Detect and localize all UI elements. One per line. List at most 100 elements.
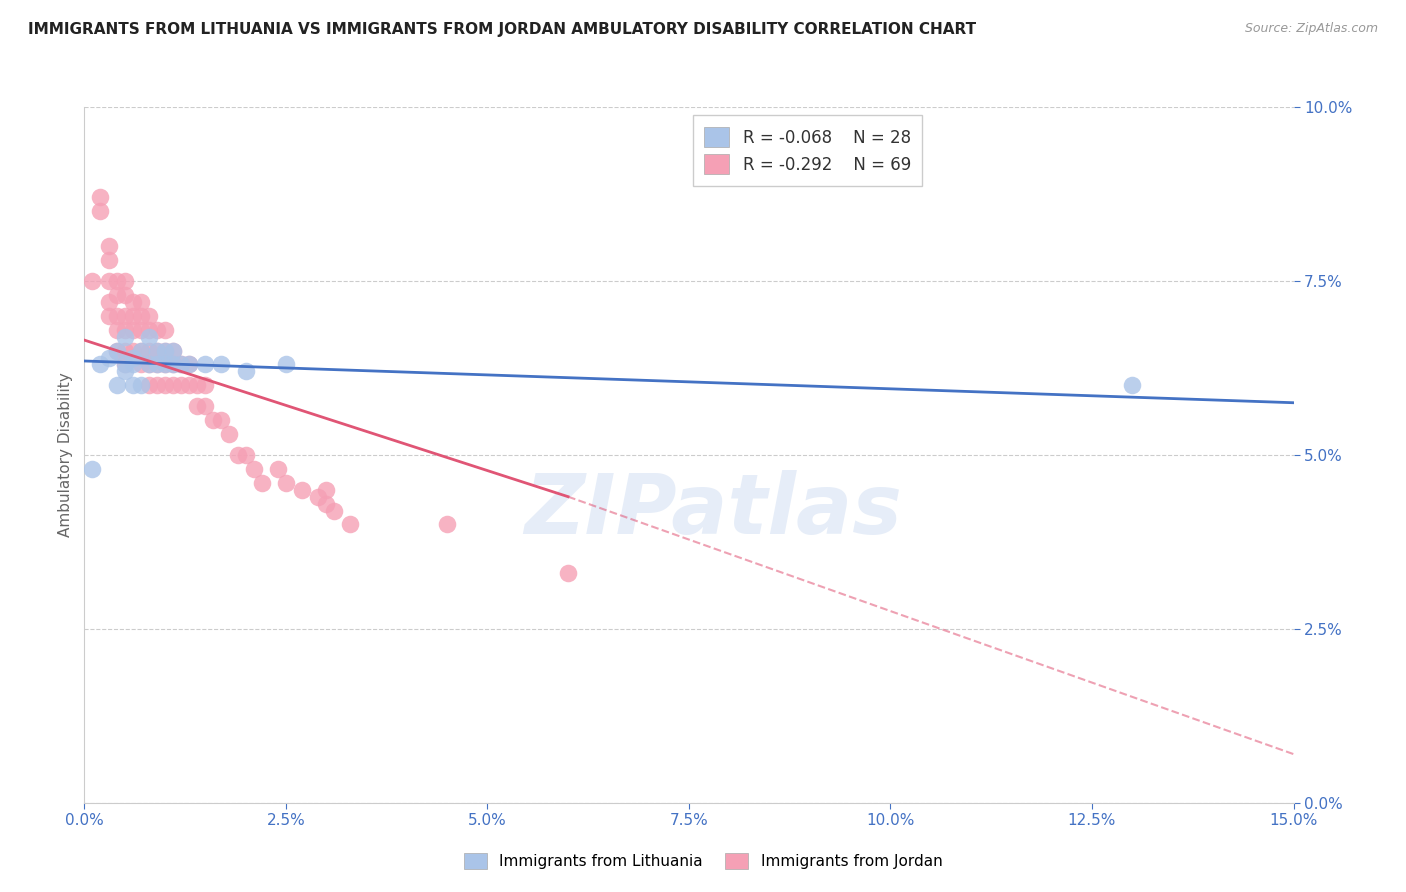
Point xyxy=(105,343,128,358)
Point xyxy=(97,351,120,365)
Point xyxy=(146,358,169,372)
Point xyxy=(162,358,184,372)
Point xyxy=(129,358,152,372)
Point xyxy=(105,323,128,337)
Point xyxy=(153,323,176,337)
Point xyxy=(291,483,314,497)
Point xyxy=(162,378,184,392)
Point xyxy=(153,358,176,372)
Point xyxy=(202,413,225,427)
Point xyxy=(218,427,240,442)
Text: Source: ZipAtlas.com: Source: ZipAtlas.com xyxy=(1244,22,1378,36)
Point xyxy=(186,378,208,392)
Point xyxy=(114,358,136,372)
Point xyxy=(138,329,160,343)
Point xyxy=(114,358,136,372)
Point xyxy=(97,239,120,253)
Point xyxy=(235,448,257,462)
Point xyxy=(339,517,361,532)
Point xyxy=(138,358,160,372)
Point xyxy=(194,358,217,372)
Point xyxy=(146,323,169,337)
Point xyxy=(153,378,176,392)
Point xyxy=(315,497,337,511)
Point xyxy=(179,358,201,372)
Legend: R = -0.068    N = 28, R = -0.292    N = 69: R = -0.068 N = 28, R = -0.292 N = 69 xyxy=(693,115,922,186)
Point xyxy=(129,309,152,323)
Point xyxy=(138,343,160,358)
Point xyxy=(121,378,143,392)
Point xyxy=(315,483,337,497)
Point xyxy=(153,343,176,358)
Point xyxy=(194,399,217,413)
Point xyxy=(162,343,184,358)
Point xyxy=(114,288,136,302)
Point xyxy=(105,378,128,392)
Point xyxy=(186,399,208,413)
Point xyxy=(105,343,128,358)
Point xyxy=(121,309,143,323)
Point xyxy=(129,323,152,337)
Point xyxy=(97,309,120,323)
Text: IMMIGRANTS FROM LITHUANIA VS IMMIGRANTS FROM JORDAN AMBULATORY DISABILITY CORREL: IMMIGRANTS FROM LITHUANIA VS IMMIGRANTS … xyxy=(28,22,976,37)
Point xyxy=(170,378,193,392)
Point xyxy=(146,343,169,358)
Point xyxy=(138,358,160,372)
Point xyxy=(114,309,136,323)
Point xyxy=(274,475,297,490)
Point xyxy=(153,343,176,358)
Point xyxy=(105,309,128,323)
Point xyxy=(170,358,193,372)
Point xyxy=(267,462,290,476)
Point xyxy=(89,204,111,219)
Point xyxy=(114,364,136,378)
Point xyxy=(121,294,143,309)
Point xyxy=(1121,378,1143,392)
Point xyxy=(97,253,120,268)
Point xyxy=(97,294,120,309)
Point xyxy=(105,274,128,288)
Point xyxy=(209,358,232,372)
Point xyxy=(162,343,184,358)
Point xyxy=(226,448,249,462)
Point xyxy=(89,190,111,204)
Point xyxy=(129,294,152,309)
Point xyxy=(114,323,136,337)
Point xyxy=(274,358,297,372)
Point xyxy=(89,358,111,372)
Point xyxy=(138,309,160,323)
Point xyxy=(138,378,160,392)
Point xyxy=(235,364,257,378)
Point xyxy=(121,343,143,358)
Point xyxy=(162,358,184,372)
Point xyxy=(323,503,346,517)
Point xyxy=(179,358,201,372)
Point xyxy=(194,378,217,392)
Point xyxy=(114,329,136,343)
Point xyxy=(121,358,143,372)
Point xyxy=(82,274,104,288)
Legend: Immigrants from Lithuania, Immigrants from Jordan: Immigrants from Lithuania, Immigrants fr… xyxy=(457,847,949,875)
Point xyxy=(82,462,104,476)
Point xyxy=(557,566,579,581)
Point xyxy=(179,378,201,392)
Point xyxy=(242,462,264,476)
Point xyxy=(146,358,169,372)
Point xyxy=(121,351,143,365)
Point xyxy=(307,490,329,504)
Point xyxy=(114,274,136,288)
Point xyxy=(129,378,152,392)
Point xyxy=(209,413,232,427)
Point xyxy=(105,288,128,302)
Point xyxy=(138,323,160,337)
Point xyxy=(146,378,169,392)
Point xyxy=(129,343,152,358)
Point xyxy=(129,343,152,358)
Point xyxy=(114,343,136,358)
Point xyxy=(170,358,193,372)
Point xyxy=(153,358,176,372)
Point xyxy=(436,517,458,532)
Point xyxy=(121,323,143,337)
Point xyxy=(146,343,169,358)
Text: ZIPatlas: ZIPatlas xyxy=(524,470,903,551)
